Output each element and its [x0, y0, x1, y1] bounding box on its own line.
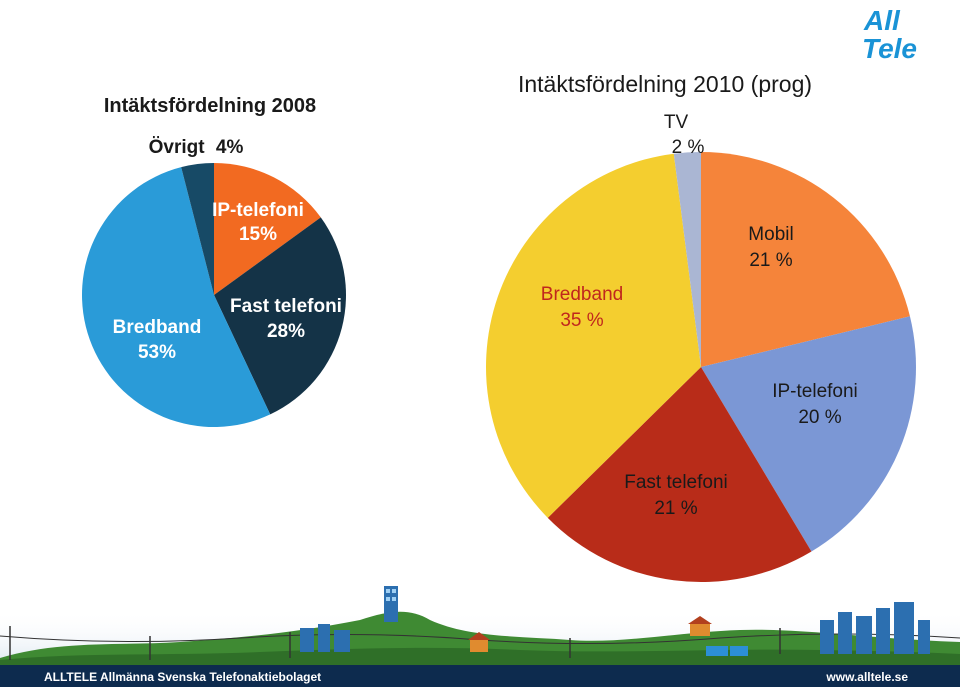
footer-houses: [468, 616, 712, 652]
pie-slice-fast-telefoni-2008: [214, 217, 346, 415]
pie-slice-ip-telefoni-2008: [214, 163, 321, 295]
footer-cityscape-illustration: [0, 586, 960, 665]
slice-value-bredband-2010: 35 %: [560, 310, 603, 331]
footer-bar: ALLTELE Allmänna Svenska Telefonaktiebol…: [0, 665, 960, 687]
pie-slice-bredband-2008: [82, 167, 271, 427]
footer-central-tower: [384, 586, 398, 622]
revenue-pie-charts: Intäktsfördelning 2008 Övrigt 4% IP-tele…: [82, 71, 916, 582]
pie-slices-2010: [486, 152, 916, 582]
slice-name-fast-2010: Fast telefoni: [624, 472, 728, 493]
slice-value-fast-2008: 28%: [267, 321, 305, 342]
slice-name-tv-2010: TV: [664, 112, 689, 133]
slice-name-ip-2010: IP-telefoni: [772, 381, 858, 402]
chart-title-2010: Intäktsfördelning 2010 (prog): [518, 71, 812, 97]
slice-value-ip-2008: 15%: [239, 224, 277, 245]
footer-buildings-left: [300, 624, 350, 652]
slice-value-mobil-2010: 21 %: [749, 250, 792, 271]
slice-value-bredband-2008: 53%: [138, 342, 176, 363]
slice-value-fast-2010: 21 %: [654, 498, 697, 519]
pie-slice-ovrigt-2008: [181, 163, 214, 295]
slice-name-mobil-2010: Mobil: [748, 224, 793, 245]
footer-poles: [9, 626, 781, 660]
pie-slice-tv-2010: [673, 152, 701, 367]
slice-name-bredband-2008: Bredband: [113, 317, 202, 338]
slice-value-ovrigt-2008: 4%: [216, 137, 244, 158]
footer-trucks: [706, 646, 748, 656]
pie-slice-ip-telefoni-2010: [701, 316, 916, 552]
pie-slices-2008: [82, 163, 346, 427]
slice-name-ip-2008: IP-telefoni: [212, 200, 304, 221]
slice-name-ovrigt-2008: Övrigt: [149, 137, 206, 158]
footer-company-name: ALLTELE Allmänna Svenska Telefonaktiebol…: [44, 670, 322, 684]
footer-buildings-right: [820, 602, 930, 654]
pie-chart-2010: Intäktsfördelning 2010 (prog) TV 2 % Mob…: [486, 71, 916, 582]
slice-name-fast-2008: Fast telefoni: [230, 296, 342, 317]
alltele-logo: All Tele: [862, 5, 917, 62]
slice-label-ovrigt-2008: Övrigt 4%: [149, 137, 244, 158]
slice-name-bredband-2010: Bredband: [541, 284, 623, 305]
logo-text-line1: All: [863, 5, 901, 36]
pie-slice-bredband-2010: [486, 153, 701, 518]
slice-value-tv-2010: 2 %: [672, 137, 705, 158]
pie-slice-fast-telefoni-2010: [547, 367, 812, 582]
footer-website-link[interactable]: www.alltele.se: [826, 670, 908, 684]
pie-chart-2008: Intäktsfördelning 2008 Övrigt 4% IP-tele…: [82, 95, 346, 427]
pie-slice-mobil-2010: [701, 152, 910, 367]
logo-text-line2: Tele: [862, 33, 917, 62]
chart-title-2008: Intäktsfördelning 2008: [104, 95, 316, 117]
slice-value-ip-2010: 20 %: [798, 407, 841, 428]
